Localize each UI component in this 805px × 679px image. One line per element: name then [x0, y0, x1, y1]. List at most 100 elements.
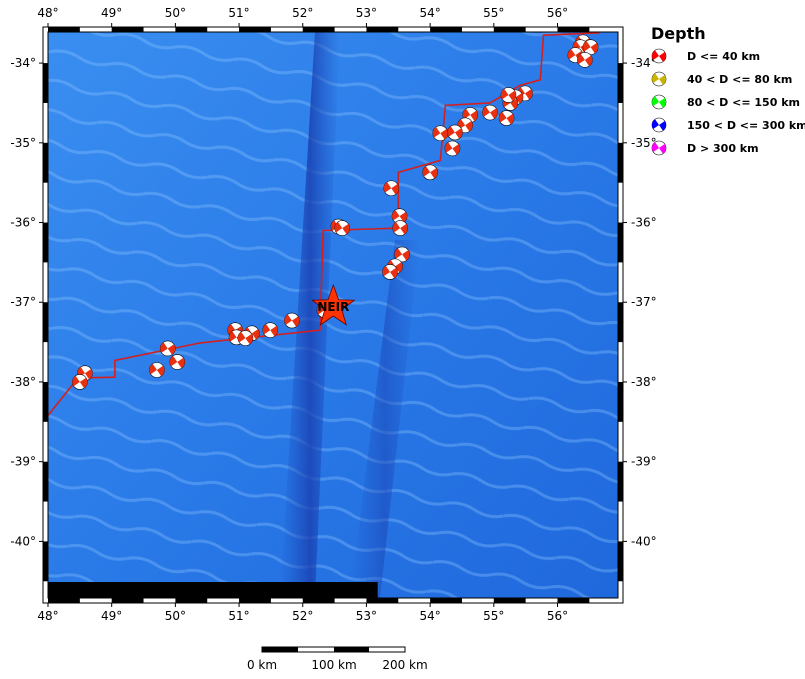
- beachball-quadrant: [506, 113, 515, 125]
- lat-label: -40°: [631, 534, 657, 548]
- focal-mechanism: [284, 312, 300, 329]
- beachball-quadrant: [510, 98, 518, 110]
- lon-label: 55°: [483, 6, 504, 20]
- focal-mechanism: [498, 110, 515, 126]
- lon-label: 54°: [419, 6, 440, 20]
- beachball-quadrant: [567, 48, 576, 60]
- beachball-quadrant: [392, 209, 400, 221]
- map-frame: [42, 26, 624, 604]
- beachball-quadrant: [149, 363, 157, 375]
- focal-mechanism: [432, 125, 449, 142]
- scale-label: 100 km: [311, 658, 356, 672]
- frame-segment: [618, 302, 623, 343]
- beachball-quadrant: [79, 377, 88, 389]
- lat-label: -34°: [631, 56, 657, 70]
- fracture-zone: [350, 240, 420, 598]
- scale-bar-segment: [262, 647, 298, 652]
- focal-mechanism: [391, 208, 408, 224]
- lat-label: -40°: [10, 534, 36, 548]
- frame-segment: [111, 27, 144, 32]
- beachball-quadrant: [462, 108, 471, 120]
- focal-mechanism: [577, 52, 593, 68]
- beachball-quadrant: [402, 250, 410, 261]
- lon-label: 55°: [483, 609, 504, 623]
- legend-label: 40 < D <= 80 km: [687, 73, 792, 86]
- beachball-quadrant: [465, 121, 473, 132]
- frame-segment: [175, 27, 208, 32]
- beachball-quadrant: [390, 267, 398, 279]
- beachball-quadrant: [262, 323, 271, 335]
- beachball-quadrant: [584, 55, 593, 67]
- beachball-quadrant: [508, 90, 516, 102]
- lon-label: 52°: [292, 6, 313, 20]
- focal-mechanism: [651, 140, 667, 156]
- frame-segment: [302, 27, 335, 32]
- focal-mechanism: [651, 71, 667, 87]
- frame-segment: [557, 27, 590, 32]
- focal-mechanism: [394, 246, 410, 263]
- frame-segment: [493, 27, 526, 32]
- legend-label: D <= 40 km: [687, 50, 760, 63]
- focal-mechanism: [651, 117, 667, 133]
- beachball-quadrant: [652, 73, 659, 83]
- frame-segment: [239, 598, 271, 603]
- frame-segment: [557, 598, 590, 603]
- beachball-quadrant: [399, 211, 408, 223]
- beachball-quadrant: [229, 331, 237, 342]
- beachball-quadrant: [400, 223, 408, 235]
- beachball-quadrant: [245, 333, 253, 345]
- frame-border: [42, 26, 624, 604]
- station-label: NEIR: [317, 300, 349, 314]
- beachball-quadrant: [525, 89, 533, 100]
- lat-label: -37°: [10, 295, 36, 309]
- beachball-quadrant: [284, 314, 292, 325]
- beachball-quadrant: [394, 248, 403, 259]
- beachball-quadrant: [270, 325, 278, 337]
- beachball-quadrant: [392, 221, 401, 233]
- lon-label: 50°: [165, 6, 186, 20]
- focal-mechanism: [500, 87, 517, 103]
- attribution-bg: [48, 582, 378, 598]
- focal-mechanism: [422, 164, 438, 181]
- beachball-quadrant: [440, 129, 448, 140]
- beachball-quadrant: [659, 144, 666, 154]
- focal-mechanism: [382, 264, 398, 280]
- beachball-quadrant: [391, 184, 399, 195]
- frame-segment: [175, 598, 208, 603]
- lat-label: -36°: [10, 216, 36, 230]
- lon-label: 56°: [547, 6, 568, 20]
- focal-mechanism: [383, 180, 400, 197]
- lon-label: 49°: [101, 609, 122, 623]
- lat-label: -38°: [10, 375, 36, 389]
- focal-mechanism: [334, 220, 351, 236]
- beachball-quadrant: [291, 316, 300, 327]
- station-marker: [311, 283, 356, 326]
- frame-segment: [239, 27, 271, 32]
- beachball-quadrant: [577, 53, 585, 65]
- beachball-quadrant: [156, 365, 165, 377]
- frame-segment: [618, 381, 623, 422]
- map-area: NEIR EMSC (EMMA V2.2; Vannucci & Gasperin…: [48, 32, 618, 598]
- lat-label: -34°: [10, 56, 36, 70]
- scale-label: 0 km: [247, 658, 277, 672]
- frame-segment: [43, 222, 48, 263]
- frame-segment: [43, 63, 48, 103]
- focal-mechanism: [169, 354, 186, 370]
- beachball-quadrant: [316, 304, 325, 315]
- lon-label: 52°: [292, 609, 313, 623]
- beachball-quadrant: [84, 368, 93, 380]
- scale-bar: 0 km 100 km 200 km: [247, 646, 428, 672]
- beachball-quadrant: [659, 52, 666, 62]
- frame-segment: [48, 27, 80, 32]
- frame-segment: [493, 598, 526, 603]
- beachball-quadrant: [395, 262, 403, 273]
- lon-label: 48°: [37, 609, 58, 623]
- beachball-quadrant: [383, 182, 392, 193]
- lat-label: -38°: [631, 375, 657, 389]
- lon-label: 51°: [228, 609, 249, 623]
- focal-mechanism: [444, 140, 461, 157]
- beachball-quadrant: [583, 40, 591, 52]
- scale-bar-segment: [334, 647, 369, 652]
- beachball-quadrant: [515, 93, 523, 104]
